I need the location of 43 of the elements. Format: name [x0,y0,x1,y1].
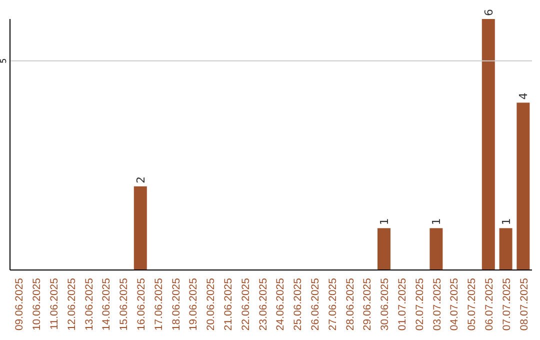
x-tick-label: 29.06.2025 [362,278,374,331]
x-tick-label: 11.06.2025 [48,278,60,330]
x-tick-label: 04.07.2025 [448,278,461,331]
x-tick-label: 03.07.2025 [431,278,444,331]
x-tick-label: 10.06.2025 [31,278,44,331]
data-label: 1 [378,218,391,226]
x-tick-label: 23.06.2025 [257,278,270,331]
x-tick-label: 08.07.2025 [518,278,530,331]
x-tick-label: 12.06.2025 [66,278,78,331]
x-tick-label: 18.06.2025 [170,278,182,331]
data-label: 1 [430,218,444,226]
x-tick-label: 09.06.2025 [14,278,26,331]
bar [377,228,390,270]
data-label: 4 [517,92,530,100]
x-tick-label: 21.06.2025 [222,278,234,331]
x-tick-label: 05.07.2025 [466,278,478,331]
x-tick-label: 01.07.2025 [396,278,408,331]
bar [516,102,530,270]
x-tick-label: 13.06.2025 [83,278,96,331]
x-tick-label: 15.06.2025 [118,278,130,331]
x-tick-label: 24.06.2025 [274,278,287,331]
x-tick-label: 20.06.2025 [205,278,218,331]
data-label: 2 [134,176,148,184]
bar [430,228,443,270]
x-tick-label: 07.07.2025 [500,278,513,331]
x-tick-label: 06.07.2025 [484,278,496,331]
data-label: 1 [500,218,513,226]
x-tick-label: 14.06.2025 [100,278,113,331]
x-tick-label: 28.06.2025 [344,278,356,331]
x-tick-label: 02.07.2025 [414,278,426,331]
bar [134,186,147,270]
x-tick-label: 27.06.2025 [326,278,339,331]
x-tick-label: 25.06.2025 [292,278,304,331]
bar [482,19,495,270]
x-tick-label: 19.06.2025 [188,278,200,331]
x-tick-label: 26.06.2025 [310,278,322,331]
x-tick-label: 17.06.2025 [152,278,165,331]
bar [499,228,512,270]
x-tick-label: 30.06.2025 [379,278,392,331]
data-label: 6 [482,9,496,16]
x-tick-label: 22.06.2025 [240,278,252,331]
x-tick-label: 16.06.2025 [136,278,148,331]
y-tick-label: 5 [0,58,8,64]
